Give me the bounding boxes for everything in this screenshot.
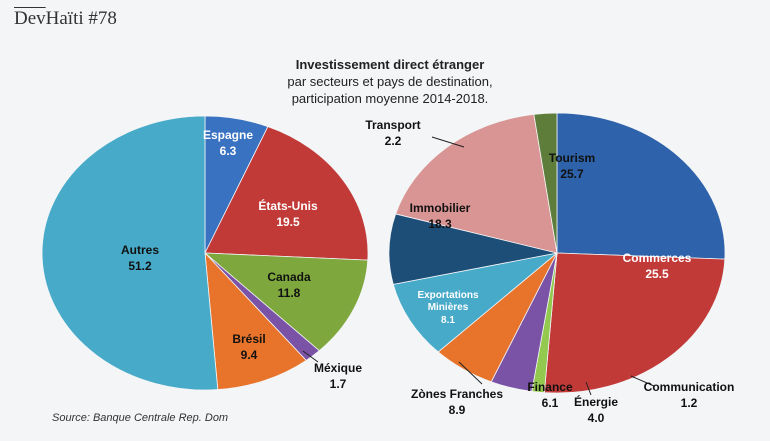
callout-mexique [302, 350, 319, 363]
slice-label-exportations-minieres: Exportations Minières 8.1 [417, 290, 479, 326]
slice-label-immobilier: Immobilier 18.3 [410, 201, 471, 231]
slice-value-communication: 1.2 [681, 396, 698, 410]
pie-slice-bresil [204, 251, 307, 391]
issue-number: #78 [88, 8, 117, 29]
slice-label-canada: Canada 11.8 [267, 270, 311, 300]
brand-name-part1: Dev [14, 8, 46, 29]
slice-label-commerces: Commerces 25.5 [623, 251, 692, 281]
slice-value-canada: 11.8 [278, 286, 301, 300]
slice-value-transport: 2.2 [385, 134, 402, 148]
slice-label-finance: Finance 6.1 [527, 380, 573, 410]
chart-subtitle-line1: par secteurs et pays de destination, [287, 74, 493, 89]
pie-slice-zones-franches [392, 252, 558, 353]
slice-label-transport: Transport 2.2 [365, 118, 420, 148]
brand-name-part2: Haïti [45, 8, 84, 29]
chart-title: Investissement direct étranger [295, 57, 485, 72]
slice-label-zones-franches: Zònes Franches 8.9 [411, 387, 503, 417]
slice-value-zones-franches: 8.9 [449, 403, 466, 417]
slice-label-espagne: Espagne 6.3 [203, 128, 253, 158]
slice-label-tourism: Tourism 25.7 [549, 151, 595, 181]
slice-value-immobilier: 18.3 [428, 217, 452, 231]
slice-value-bresil: 9.4 [241, 348, 258, 362]
pie-slice-canada [203, 252, 369, 352]
callout-transport [431, 136, 465, 148]
callout-zones-franches [458, 361, 483, 385]
callout-lines [302, 136, 655, 396]
slice-labels: Espagne 6.3 États-Unis 19.5 Canada 11.8 Méxiqu… [121, 118, 734, 425]
slice-label-autres: Autres 51.2 [121, 243, 159, 273]
callout-communication [630, 375, 655, 387]
pie-slice-commerces [543, 252, 726, 394]
pie-chart-countries [41, 115, 369, 391]
pie-slice-autres [41, 115, 219, 391]
pie-chart-sectors [388, 112, 726, 394]
source-note: Source: Banque Centrale Rep. Dom [52, 412, 229, 424]
chart-subtitle-line2: participation moyenne 2014-2018. [291, 91, 489, 106]
slice-label-bresil: Brésil 9.4 [232, 332, 265, 362]
slice-value-tourism: 25.7 [560, 167, 584, 181]
brand-logo: DevHaïti #78 [14, 8, 117, 30]
slice-value-exportations-minieres: 8.1 [441, 315, 455, 326]
slice-value-mexique: 1.7 [330, 377, 347, 391]
slice-value-commerces: 25.5 [645, 267, 669, 281]
chart-titles: Investissement direct étranger par secte… [200, 56, 580, 107]
slice-value-finance: 6.1 [542, 396, 559, 410]
slice-value-etats-unis: 19.5 [276, 215, 300, 229]
pie-slice-etats-unis [204, 126, 369, 261]
slice-label-energie: Énergie 4.0 [574, 394, 618, 425]
slice-label-mexique: Méxique 1.7 [314, 361, 362, 391]
callout-energie [585, 381, 592, 396]
slice-value-autres: 51.2 [128, 259, 152, 273]
pie-slice-immobilier [395, 113, 558, 254]
slice-value-energie: 4.0 [588, 411, 605, 425]
slice-value-espagne: 6.3 [220, 144, 237, 158]
pie-slice-transport [533, 112, 558, 254]
slice-label-etats-unis: États-Unis 19.5 [258, 198, 318, 229]
pie-slice-tourism [556, 112, 726, 260]
slice-label-communication: Communication 1.2 [644, 380, 735, 410]
